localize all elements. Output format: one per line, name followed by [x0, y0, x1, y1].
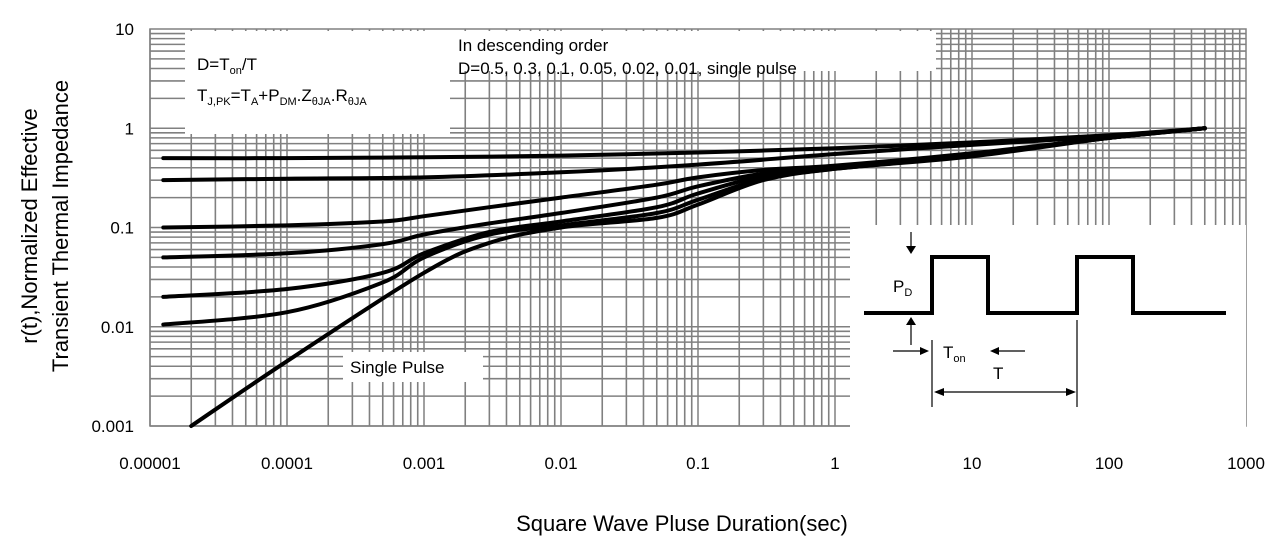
x-tick-label: 0.001 — [403, 454, 446, 473]
curve-6 — [189, 126, 1207, 428]
period-label: T — [993, 364, 1003, 383]
y-tick-label: 0.001 — [91, 417, 134, 436]
curve-group — [161, 126, 1207, 428]
single-pulse-label-box — [343, 352, 483, 382]
x-tick-label: 0.1 — [686, 454, 710, 473]
y-axis-label-line2: Transient Thermal Impedance — [48, 80, 73, 372]
x-tick-label: 1 — [830, 454, 839, 473]
order-annotation-box — [448, 31, 936, 71]
tick-labels: 0.00001 0.0001 0.001 0.01 0.1 1 10 100 1000 10 1 0.… — [91, 20, 1264, 473]
y-axis-label-line1: r(t),Normalized Effective — [17, 108, 42, 344]
ton-label: Ton — [943, 343, 966, 365]
curve-1 — [161, 126, 1207, 183]
x-tick-label: 0.01 — [544, 454, 577, 473]
annotation-box — [185, 31, 450, 134]
order-annotation-line1: In descending order — [458, 36, 609, 55]
pd-label: PD — [893, 277, 912, 299]
single-pulse-label: Single Pulse — [350, 358, 445, 377]
y-tick-label: 0.01 — [101, 318, 134, 337]
x-axis-label: Square Wave Pluse Duration(sec) — [516, 511, 848, 536]
x-tick-label: 0.0001 — [261, 454, 313, 473]
duty-definition-text: D=Ton/T — [197, 55, 257, 77]
y-tick-label: 10 — [115, 20, 134, 39]
x-tick-label: 0.00001 — [119, 454, 180, 473]
x-tick-label: 1000 — [1227, 454, 1265, 473]
junction-temperature-formula: TJ,PK=TA+PDM.ZθJA.RθJA — [197, 86, 367, 108]
x-tick-label: 100 — [1095, 454, 1123, 473]
y-tick-label: 1 — [125, 119, 134, 138]
pulse-train-inset: PD Ton T — [850, 225, 1246, 430]
pulse-waveform — [864, 255, 1226, 315]
x-tick-label: 10 — [963, 454, 982, 473]
y-tick-label: 0.1 — [110, 219, 134, 238]
order-annotation-line2: D=0.5, 0.3, 0.1, 0.05, 0.02, 0.01, singl… — [458, 59, 797, 78]
